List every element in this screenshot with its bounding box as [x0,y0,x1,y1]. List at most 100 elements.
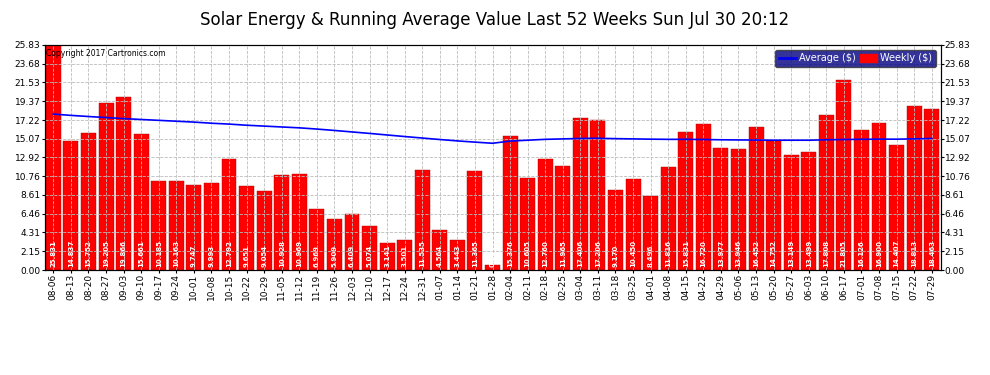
Text: 8.496: 8.496 [647,245,653,267]
Bar [731,148,745,270]
Text: 25.831: 25.831 [50,240,56,267]
Bar [169,182,184,270]
Text: 3.443: 3.443 [454,245,460,267]
Bar [186,185,201,270]
Bar [555,166,570,270]
Text: 10.969: 10.969 [296,240,302,267]
Bar [292,174,307,270]
Bar [151,181,166,270]
Bar [327,219,342,270]
Text: 5.909: 5.909 [332,245,338,267]
Text: 3.501: 3.501 [402,245,408,267]
Text: 10.605: 10.605 [525,240,531,267]
Text: 16.452: 16.452 [753,240,759,267]
Text: 6.969: 6.969 [314,245,320,267]
Text: 15.661: 15.661 [139,241,145,267]
Bar [134,134,148,270]
Bar [678,132,693,270]
Text: 17.206: 17.206 [595,240,601,267]
Bar [274,175,289,270]
Bar [766,141,781,270]
Bar [415,170,430,270]
Text: 15.752: 15.752 [85,241,91,267]
Bar [81,133,96,270]
Bar [608,190,623,270]
Text: 21.805: 21.805 [841,240,846,267]
Bar [538,159,552,270]
Bar [714,148,729,270]
Text: 19.866: 19.866 [121,240,127,267]
Text: 9.054: 9.054 [261,245,267,267]
Text: 12.760: 12.760 [543,240,548,267]
Text: 9.651: 9.651 [244,245,249,267]
Bar [99,103,114,270]
Bar [362,226,377,270]
Text: 10.928: 10.928 [279,240,285,267]
Bar [240,186,254,270]
Bar [748,127,763,270]
Text: 13.149: 13.149 [788,240,794,267]
Text: 6.409: 6.409 [349,245,355,267]
Bar [696,124,711,270]
Text: 5.074: 5.074 [366,245,372,267]
Bar [907,106,922,270]
Text: 15.376: 15.376 [507,240,513,267]
Bar [256,191,271,270]
Text: 15.831: 15.831 [683,240,689,267]
Text: 4.564: 4.564 [437,245,443,267]
Bar [889,144,904,270]
Bar [626,179,641,270]
Text: 9.993: 9.993 [209,245,215,267]
Bar [63,141,78,270]
Text: 17.406: 17.406 [577,240,583,267]
Bar [660,167,675,270]
Bar [397,240,412,270]
Text: 3.141: 3.141 [384,245,390,267]
Bar [854,129,869,270]
Bar [590,120,606,270]
Bar [520,178,536,270]
Text: 13.977: 13.977 [718,240,724,267]
Text: 9.747: 9.747 [191,245,197,267]
Text: 11.535: 11.535 [419,240,426,267]
Bar [467,171,482,270]
Bar [310,209,325,270]
Bar [819,115,834,270]
Text: 0.554: 0.554 [489,245,496,267]
Bar [449,240,465,270]
Text: 10.185: 10.185 [155,240,161,267]
Bar [837,80,851,270]
Text: 13.946: 13.946 [736,240,742,267]
Bar [433,230,447,270]
Text: 18.463: 18.463 [929,240,935,267]
Text: Copyright 2017 Cartronics.com: Copyright 2017 Cartronics.com [47,50,166,58]
Text: Solar Energy & Running Average Value Last 52 Weeks Sun Jul 30 20:12: Solar Energy & Running Average Value Las… [200,11,790,29]
Bar [485,265,500,270]
Bar [345,214,359,270]
Bar [925,109,940,270]
Text: 16.900: 16.900 [876,240,882,267]
Text: 9.170: 9.170 [613,245,619,267]
Bar [784,156,799,270]
Text: 16.126: 16.126 [858,241,864,267]
Text: 10.450: 10.450 [630,240,636,267]
Text: 11.365: 11.365 [472,240,478,267]
Text: 12.792: 12.792 [226,240,232,267]
Text: 14.752: 14.752 [770,240,776,267]
Text: 14.837: 14.837 [68,240,74,267]
Text: 14.407: 14.407 [894,240,900,267]
Text: 11.816: 11.816 [665,240,671,267]
Text: 16.720: 16.720 [700,240,706,267]
Text: 18.813: 18.813 [911,240,917,267]
Bar [644,196,658,270]
Text: 19.205: 19.205 [103,240,109,267]
Bar [222,159,237,270]
Text: 11.965: 11.965 [559,240,566,267]
Text: 13.499: 13.499 [806,240,812,267]
Text: 10.163: 10.163 [173,240,179,267]
Bar [46,45,60,270]
Text: 17.808: 17.808 [824,240,830,267]
Bar [801,152,816,270]
Bar [871,123,886,270]
Bar [573,118,588,270]
